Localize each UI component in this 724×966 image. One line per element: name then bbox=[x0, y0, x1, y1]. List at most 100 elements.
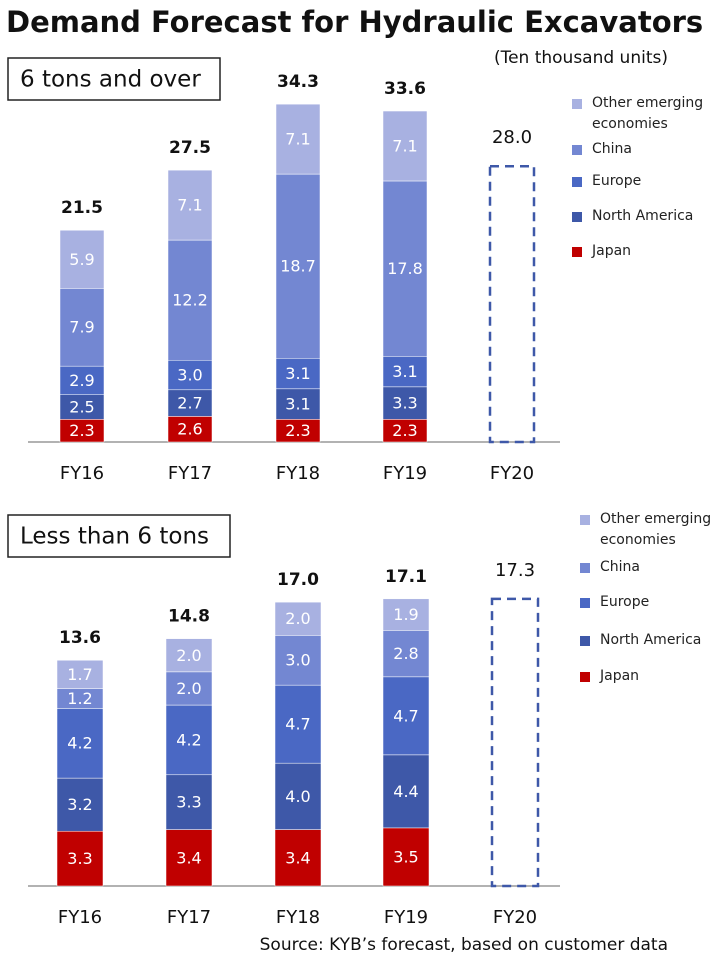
value-label: 3.2 bbox=[67, 795, 92, 814]
value-label: 17.8 bbox=[387, 259, 423, 278]
value-label: 2.3 bbox=[285, 421, 310, 440]
value-label: 18.7 bbox=[280, 257, 316, 276]
total-label: 13.6 bbox=[59, 628, 101, 648]
subtitle-box bbox=[7, 514, 231, 558]
bar-segment bbox=[382, 180, 428, 357]
bar-segment bbox=[165, 774, 213, 830]
bar-segment bbox=[56, 777, 104, 832]
value-label: 3.3 bbox=[392, 394, 417, 413]
source: Source: KYB’s forecast, based on custome… bbox=[260, 935, 668, 955]
x-tick-label: FY17 bbox=[167, 907, 211, 928]
legend-swatch bbox=[572, 212, 582, 222]
legend-label: Japan bbox=[592, 243, 632, 259]
bar-segment bbox=[275, 173, 321, 359]
legend-swatch bbox=[572, 145, 582, 155]
bar-segment bbox=[382, 356, 428, 388]
value-label: 3.0 bbox=[285, 651, 310, 670]
bar-segment bbox=[165, 638, 213, 673]
bar-segment bbox=[275, 388, 321, 420]
total-label: 17.0 bbox=[277, 570, 319, 590]
bar-segment bbox=[274, 601, 322, 636]
bar-segment bbox=[275, 103, 321, 175]
value-label: 3.4 bbox=[285, 848, 310, 867]
value-label: 4.2 bbox=[67, 734, 92, 753]
x-tick-label: FY18 bbox=[276, 907, 320, 928]
legend-swatch bbox=[580, 598, 590, 608]
value-label: 7.1 bbox=[285, 130, 310, 149]
bar-segment bbox=[382, 598, 430, 631]
x-tick-label: FY19 bbox=[383, 463, 427, 484]
legend-label: Other emerging economies bbox=[592, 95, 704, 132]
legend-label: Japan bbox=[600, 668, 640, 684]
total-label: 17.1 bbox=[385, 567, 427, 587]
x-tick-label: FY20 bbox=[493, 907, 537, 928]
bar-segment bbox=[167, 416, 213, 443]
bar-segment bbox=[165, 671, 213, 706]
value-label: 7.1 bbox=[177, 196, 202, 215]
total-label: 17.3 bbox=[495, 560, 535, 581]
value-label: 2.3 bbox=[69, 421, 94, 440]
bar-segment bbox=[56, 659, 104, 689]
value-label: 4.7 bbox=[393, 706, 418, 725]
bar-segment bbox=[275, 358, 321, 390]
subtitle: 6 tons and over bbox=[20, 67, 201, 93]
value-label: 3.1 bbox=[392, 362, 417, 381]
bar-segment bbox=[382, 754, 430, 829]
legend-swatch bbox=[572, 247, 582, 257]
bar-segment bbox=[59, 229, 105, 289]
subtitle: Less than 6 tons bbox=[20, 524, 209, 550]
value-label: 3.4 bbox=[176, 848, 201, 867]
x-tick-label: FY19 bbox=[384, 907, 428, 928]
value-label: 2.3 bbox=[392, 421, 417, 440]
bar-segment bbox=[382, 630, 430, 678]
value-label: 3.5 bbox=[393, 847, 418, 866]
x-tick-label: FY20 bbox=[490, 463, 534, 484]
total-label: 33.6 bbox=[384, 79, 426, 99]
legend-swatch bbox=[580, 515, 590, 525]
legend-label: Other emerging economies bbox=[600, 511, 712, 548]
value-label: 2.0 bbox=[176, 646, 201, 665]
value-label: 2.8 bbox=[393, 644, 418, 663]
value-label: 4.0 bbox=[285, 787, 310, 806]
bar-segment bbox=[167, 389, 213, 417]
x-tick-label: FY16 bbox=[60, 463, 104, 484]
value-label: 2.0 bbox=[176, 679, 201, 698]
value-label: 3.3 bbox=[67, 849, 92, 868]
value-label: 3.3 bbox=[176, 793, 201, 812]
bar-segment bbox=[59, 394, 105, 420]
bar-segment bbox=[274, 635, 322, 686]
bar-segment bbox=[167, 169, 213, 241]
legend-swatch bbox=[572, 99, 582, 109]
subtitle-box bbox=[7, 57, 221, 101]
value-label: 2.6 bbox=[177, 420, 202, 439]
value-label: 7.1 bbox=[392, 137, 417, 156]
value-label: 3.1 bbox=[285, 364, 310, 383]
value-label: 1.2 bbox=[67, 689, 92, 708]
value-label: 2.9 bbox=[69, 371, 94, 390]
bar-segment bbox=[274, 829, 322, 887]
title: Demand Forecast for Hydraulic Excavators bbox=[6, 5, 703, 39]
value-label: 4.2 bbox=[176, 730, 201, 749]
legend-label: North America bbox=[592, 208, 694, 224]
value-label: 4.7 bbox=[285, 715, 310, 734]
legend-swatch bbox=[580, 636, 590, 646]
legend-label: Europe bbox=[592, 173, 642, 189]
legend-label: Europe bbox=[600, 594, 650, 610]
legend-swatch bbox=[580, 563, 590, 573]
total-label: 27.5 bbox=[169, 138, 211, 158]
bar-segment bbox=[56, 708, 104, 779]
x-tick-label: FY17 bbox=[168, 463, 212, 484]
bar-segment bbox=[59, 288, 105, 367]
total-label: 34.3 bbox=[277, 72, 319, 92]
bar-segment bbox=[165, 704, 213, 776]
bar-segment bbox=[274, 762, 322, 830]
legend-swatch bbox=[580, 672, 590, 682]
total-label: 28.0 bbox=[492, 127, 532, 148]
bar-segment bbox=[382, 676, 430, 756]
total-label: 14.8 bbox=[168, 607, 210, 627]
legend-swatch bbox=[572, 177, 582, 187]
forecast-box bbox=[490, 597, 540, 888]
value-label: 5.9 bbox=[69, 250, 94, 269]
